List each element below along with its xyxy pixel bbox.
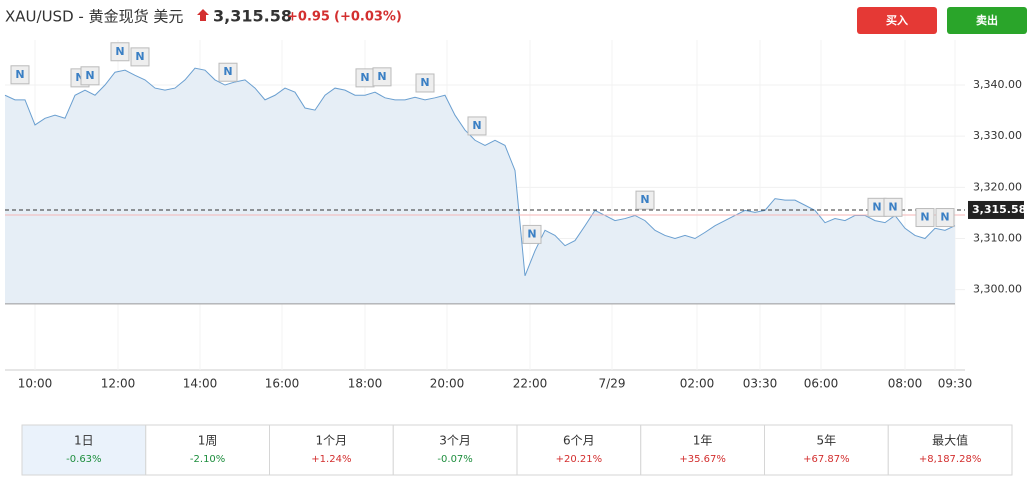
x-tick-label: 22:00 [513,377,548,391]
period-cell[interactable] [764,424,889,476]
news-marker-label[interactable]: N [940,211,949,224]
period-change[interactable]: +35.67% [679,454,726,465]
news-marker[interactable] [10,65,30,85]
news-marker[interactable] [915,208,935,228]
period-change[interactable]: -2.10% [190,454,225,465]
y-tick-label: 3,340.00 [973,78,1022,91]
x-tick-label: 16:00 [265,377,300,391]
period-cell[interactable] [145,424,270,476]
period-cell[interactable] [516,424,642,476]
x-tick-label: 03:30 [743,377,778,391]
x-tick-label: 02:00 [680,377,715,391]
period-cell[interactable] [640,424,765,476]
change: +0.95 [287,10,330,25]
news-marker-label[interactable]: N [527,227,536,240]
period-cell[interactable] [269,424,394,476]
period-cell[interactable] [887,424,1013,476]
news-marker-label[interactable]: N [85,69,94,82]
sell-button[interactable] [947,7,1027,34]
period-name[interactable]: 3个月 [439,434,471,448]
news-marker[interactable] [522,224,542,244]
news-marker-label[interactable]: N [115,45,124,58]
y-tick-label: 3,330.00 [973,129,1022,142]
x-tick-label: 12:00 [101,377,136,391]
news-marker-label[interactable]: N [472,119,481,132]
x-tick-label: 06:00 [804,377,839,391]
period-change[interactable]: -0.07% [437,454,472,465]
news-marker-label[interactable]: N [888,200,897,213]
news-marker-label[interactable]: N [15,68,24,81]
period-name[interactable]: 6个月 [563,434,595,448]
news-marker[interactable] [467,116,487,136]
period-cell[interactable] [392,424,518,476]
period-change[interactable]: +8,187.28% [919,454,981,465]
news-marker-label[interactable]: N [420,76,429,89]
y-tick-label: 3,310.00 [973,232,1022,245]
period-name[interactable]: 5年 [817,434,837,448]
last-price-label: 3,315.58 [972,203,1026,216]
news-marker-label[interactable]: N [920,211,929,224]
news-marker[interactable] [415,73,435,93]
news-marker[interactable] [80,66,100,86]
news-marker-label[interactable]: N [872,200,881,213]
y-tick-label: 3,320.00 [973,180,1022,193]
period-name[interactable]: 1周 [198,434,218,448]
period-change[interactable]: +1.24% [311,454,351,465]
buy-button[interactable] [857,7,937,34]
news-marker-label[interactable]: N [135,50,144,63]
x-tick-label: 08:00 [888,377,923,391]
news-marker[interactable] [372,67,392,87]
period-change[interactable]: +67.87% [803,454,850,465]
y-tick-label: 3,300.00 [973,283,1022,296]
news-marker-label[interactable]: N [75,71,84,84]
news-marker[interactable] [110,42,130,62]
x-tick-label: 10:00 [18,377,53,391]
period-name[interactable]: 1个月 [316,434,348,448]
news-marker-label[interactable]: N [360,71,369,84]
period-name[interactable]: 最大值 [932,433,968,448]
news-marker-label[interactable]: N [640,193,649,206]
period-cell[interactable] [21,424,147,476]
period-name[interactable]: 1年 [693,434,713,448]
change-pct: (+0.03%) [334,10,402,25]
period-change[interactable]: +20.21% [556,454,603,465]
period-change[interactable]: -0.63% [66,454,101,465]
area [5,68,955,304]
buy-label[interactable]: 买入 [886,14,908,27]
news-marker[interactable] [883,197,903,217]
x-tick-label: 09:30 [938,377,973,391]
x-tick-label: 7/29 [599,377,626,391]
symbol: XAU/USD - 黄金现货 美元 [5,8,183,26]
x-tick-label: 18:00 [348,377,383,391]
period-name[interactable]: 1日 [74,434,94,448]
price-line [4,67,956,277]
last-price-tag [968,200,1024,219]
news-marker[interactable] [935,208,955,228]
up-arrow [197,9,209,21]
x-tick-label: 20:00 [430,377,465,391]
news-marker-label[interactable]: N [223,65,232,78]
news-marker-label[interactable]: N [377,70,386,83]
x-tick-label: 14:00 [183,377,218,391]
sell-label[interactable]: 卖出 [976,13,998,27]
price: 3,315.58 [213,7,292,26]
news-marker[interactable] [218,62,238,82]
news-marker[interactable] [635,190,655,210]
news-marker[interactable] [130,47,150,67]
